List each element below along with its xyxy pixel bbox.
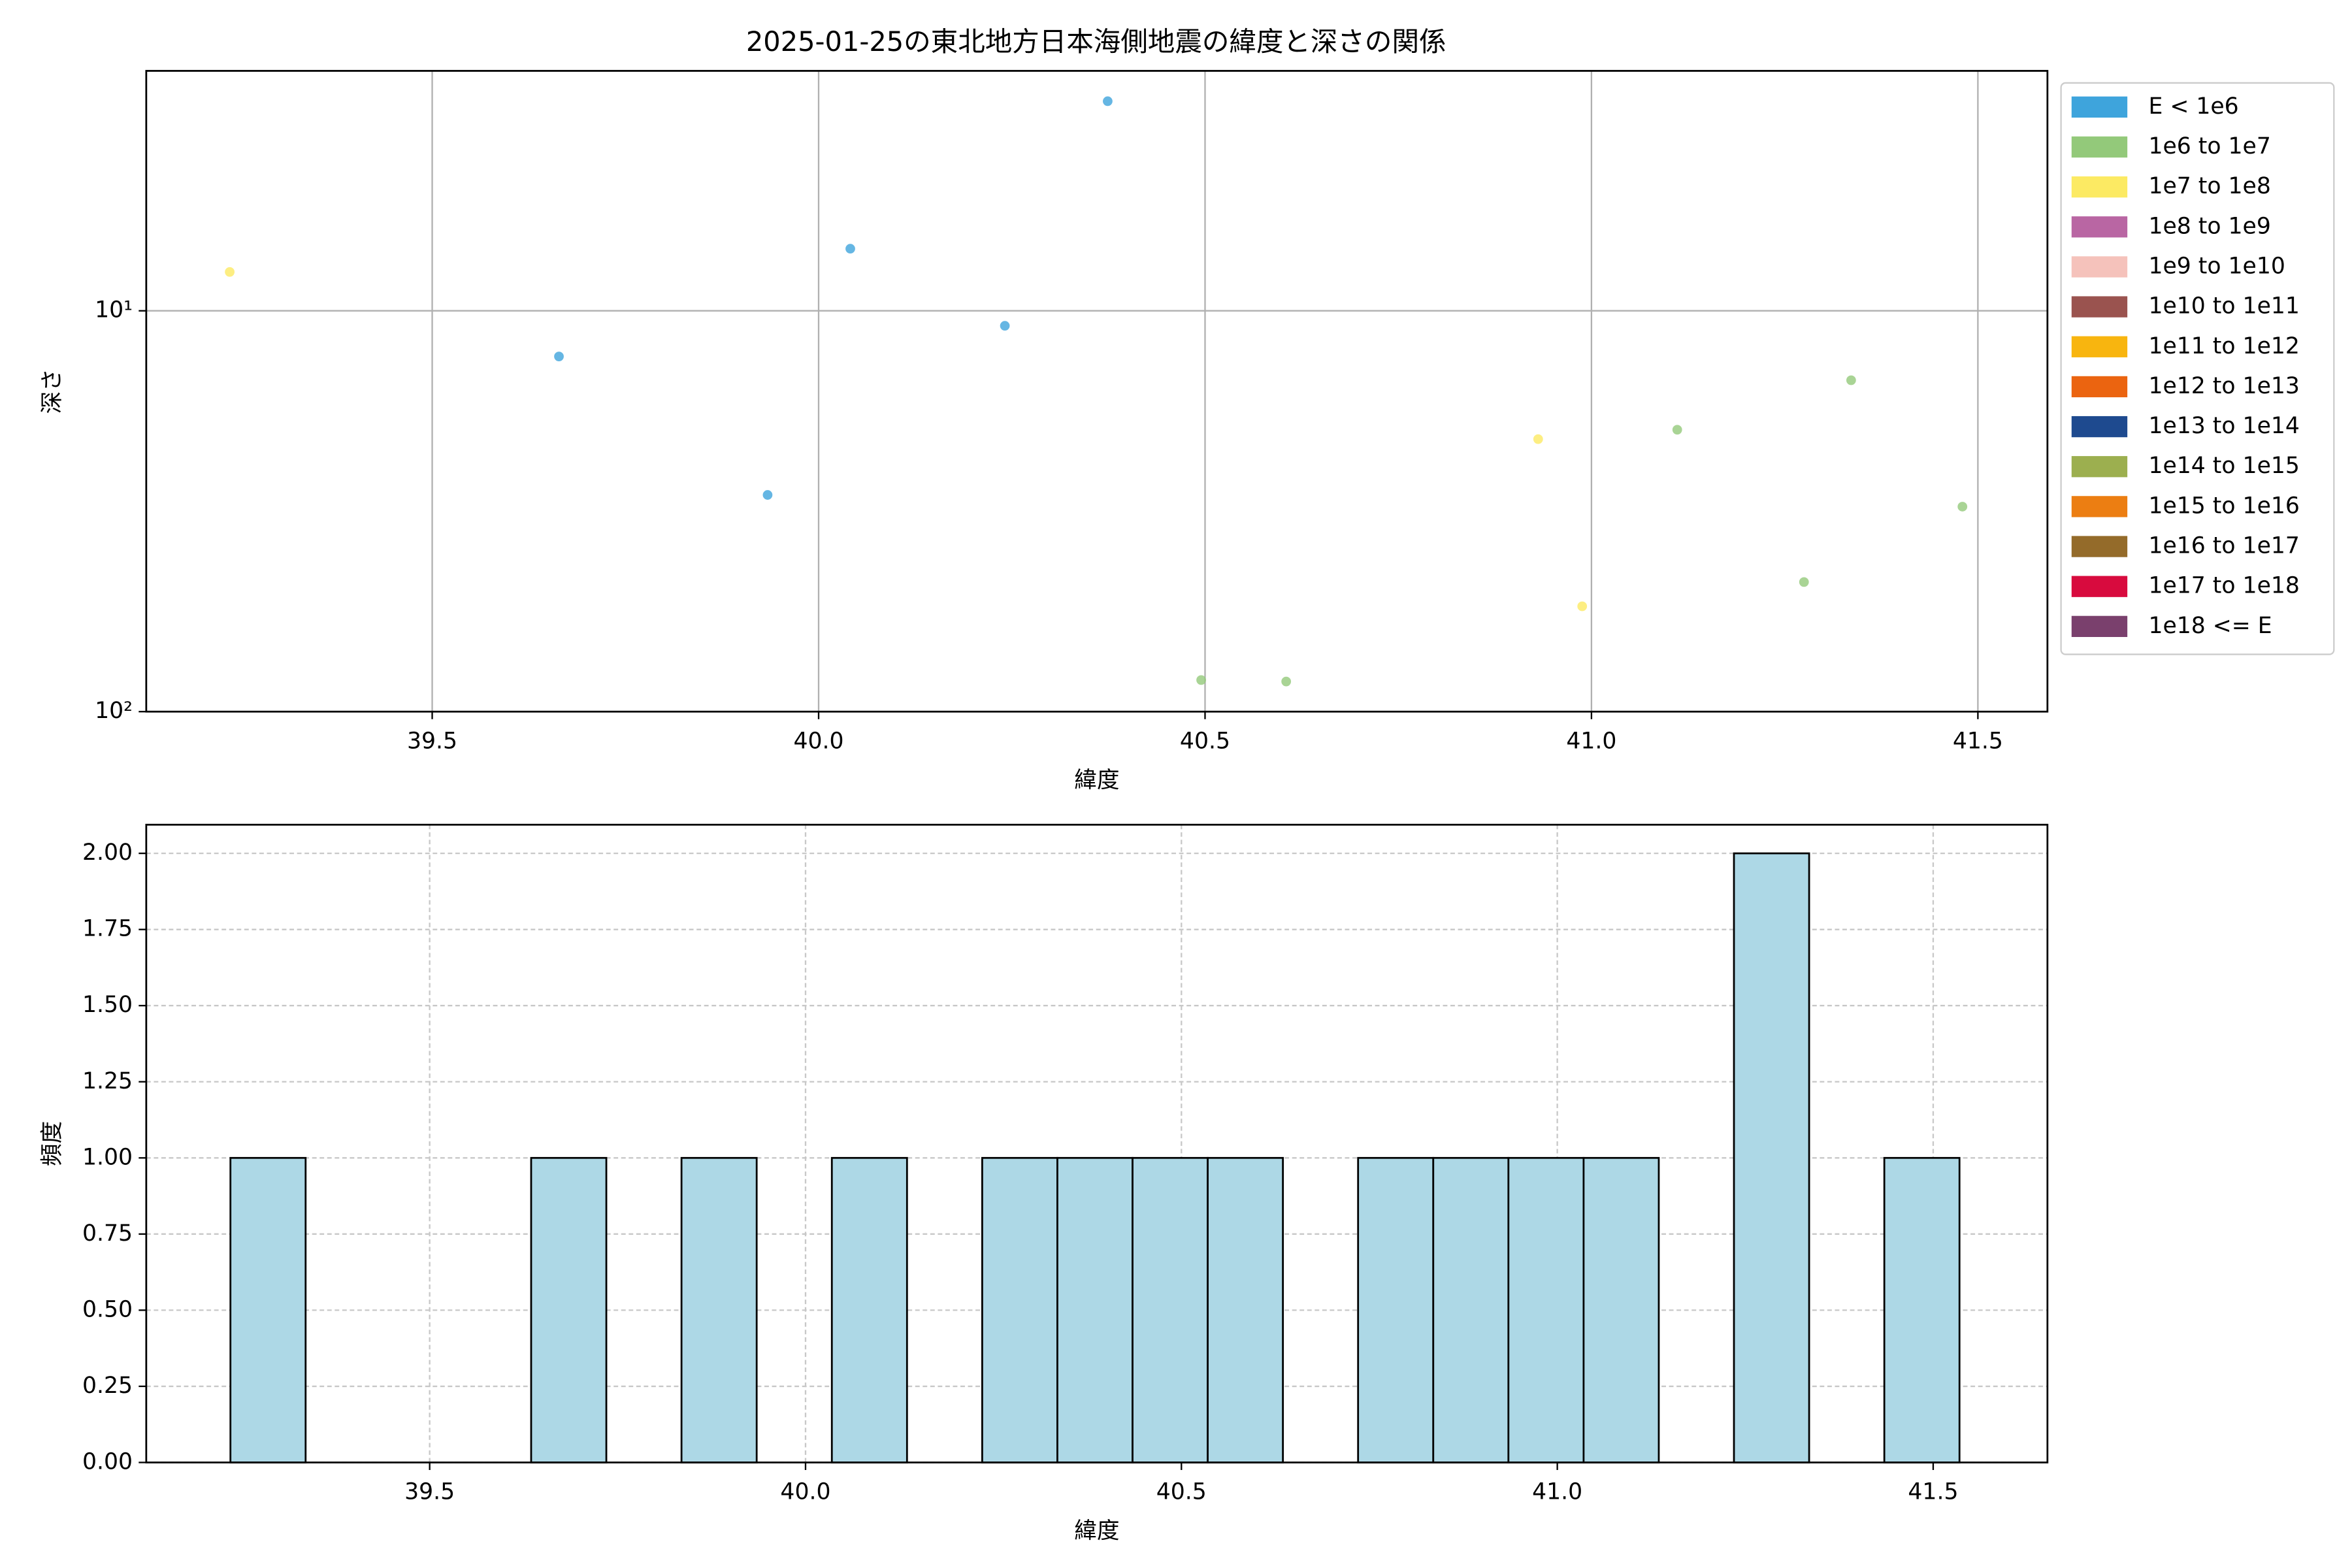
y-tick-label: 0.00 — [82, 1448, 133, 1475]
legend-swatch — [2071, 576, 2128, 597]
histogram-bar — [1507, 1156, 1585, 1463]
scatter-point — [554, 351, 564, 362]
legend-swatch — [2071, 536, 2128, 557]
y-tick-label: 0.25 — [82, 1373, 133, 1399]
scatter-point — [225, 267, 235, 277]
scatter-point — [1103, 96, 1113, 106]
y-tick-label: 1.00 — [82, 1144, 133, 1170]
scatter-point — [762, 490, 773, 500]
legend-swatch — [2071, 216, 2128, 238]
legend-label: E < 1e6 — [2148, 93, 2238, 120]
legend-label: 1e17 to 1e18 — [2148, 573, 2299, 599]
scatter-point — [1196, 675, 1206, 685]
legend-frame — [2060, 82, 2335, 655]
legend-label: 1e11 to 1e12 — [2148, 333, 2299, 359]
x-tick-label: 40.0 — [780, 1479, 830, 1505]
scatter-point — [1799, 577, 1809, 587]
x-tick-label: 39.5 — [404, 1479, 455, 1505]
legend-swatch — [2071, 256, 2128, 278]
legend-label: 1e18 <= E — [2148, 613, 2272, 639]
scatter-point — [1533, 434, 1543, 444]
x-tick-label: 40.5 — [1180, 728, 1230, 754]
y-tick-label: 1.50 — [82, 992, 133, 1018]
plot-frame — [145, 823, 2049, 1463]
histogram-bar — [1432, 1156, 1510, 1463]
x-tick-label: 41.0 — [1566, 728, 1616, 754]
y-axis-label: 頻度 — [39, 1121, 65, 1166]
legend-label: 1e8 to 1e9 — [2148, 213, 2270, 239]
legend-swatch — [2071, 456, 2128, 478]
legend-label: 1e12 to 1e13 — [2148, 373, 2299, 399]
x-tick-label: 41.0 — [1532, 1479, 1582, 1505]
histogram-bar — [1056, 1156, 1134, 1463]
x-tick-label: 39.5 — [407, 728, 457, 754]
x-tick-label: 40.5 — [1156, 1479, 1207, 1505]
scatter-point — [1577, 601, 1588, 612]
histogram-bar — [1132, 1156, 1209, 1463]
scatter-point — [1000, 321, 1010, 331]
y-tick-label: 0.50 — [82, 1296, 133, 1322]
legend-label: 1e14 to 1e15 — [2148, 453, 2299, 479]
y-tick-label: 1.75 — [82, 916, 133, 942]
legend-swatch — [2071, 496, 2128, 517]
histogram-bar — [1582, 1156, 1660, 1463]
legend-swatch — [2071, 296, 2128, 318]
x-tick-label: 41.5 — [1908, 1479, 1958, 1505]
legend-swatch — [2071, 136, 2128, 158]
scatter-point — [1672, 425, 1682, 435]
legend-label: 1e9 to 1e10 — [2148, 253, 2285, 279]
legend-swatch — [2071, 336, 2128, 357]
plot-frame — [145, 70, 2049, 713]
legend-swatch — [2071, 176, 2128, 198]
histogram-bar — [1357, 1156, 1435, 1463]
scatter-point — [1846, 375, 1856, 385]
x-tick-label: 40.0 — [793, 728, 843, 754]
x-axis-label: 緯度 — [1074, 1518, 1119, 1544]
y-tick-label: 0.75 — [82, 1220, 133, 1247]
histogram-bar — [1733, 852, 1810, 1463]
legend-label: 1e6 to 1e7 — [2148, 133, 2270, 159]
histogram-bar — [229, 1156, 307, 1463]
y-tick-label: 10¹ — [95, 297, 133, 323]
legend-label: 1e13 to 1e14 — [2148, 413, 2299, 439]
histogram-bar — [1207, 1156, 1284, 1463]
x-tick-label: 41.5 — [1953, 728, 2003, 754]
histogram-bar — [830, 1156, 908, 1463]
histogram-bar — [1883, 1156, 1961, 1463]
y-tick-label: 1.25 — [82, 1068, 133, 1094]
scatter-point — [1281, 676, 1292, 687]
histogram-bar — [680, 1156, 758, 1463]
scatter-point — [845, 244, 855, 254]
legend-label: 1e15 to 1e16 — [2148, 493, 2299, 519]
legend-label: 1e16 to 1e17 — [2148, 533, 2299, 559]
legend-label: 1e10 to 1e11 — [2148, 293, 2299, 319]
grid — [146, 71, 2048, 713]
chart-title: 2025-01-25の東北地方日本海側地震の緯度と深さの関係 — [746, 25, 1446, 57]
histogram-bar — [530, 1156, 608, 1463]
scatter-point — [1957, 502, 1968, 512]
histogram-bar — [981, 1156, 1058, 1463]
legend-swatch — [2071, 615, 2128, 637]
legend-label: 1e7 to 1e8 — [2148, 173, 2270, 199]
legend-swatch — [2071, 376, 2128, 398]
legend-swatch — [2071, 96, 2128, 118]
y-axis-label: 深さ — [39, 368, 65, 414]
y-tick-label: 2.00 — [82, 840, 133, 866]
legend-swatch — [2071, 416, 2128, 438]
x-axis-label: 緯度 — [1074, 767, 1119, 793]
y-tick-label: 10² — [95, 698, 133, 724]
